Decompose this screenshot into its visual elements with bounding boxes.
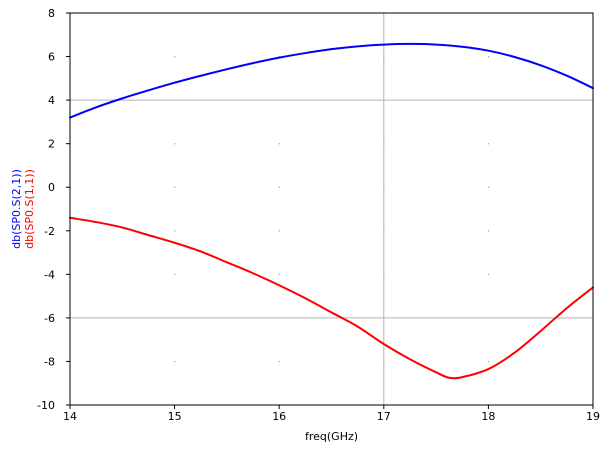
grid-dot [383, 56, 385, 58]
grid-dot [487, 186, 490, 188]
x-tick-label: 18 [481, 410, 495, 423]
series-line-1 [69, 42, 594, 119]
grid-dot [278, 143, 280, 145]
x-tick-label: 17 [377, 410, 391, 423]
grid-dot [278, 273, 280, 276]
grid-dot [487, 56, 490, 58]
y-tick-label: 6 [48, 51, 55, 64]
grid-dot [383, 230, 385, 232]
grid-dot [174, 360, 176, 363]
grid-dot [487, 230, 490, 232]
grid-dot [174, 273, 176, 276]
y-tick-label: 4 [48, 94, 55, 107]
x-tick-label: 14 [63, 410, 77, 423]
grid-dot [174, 230, 176, 232]
y-tick-label: -4 [44, 268, 55, 281]
x-tick-label: 19 [586, 410, 600, 423]
grid-dot [174, 143, 176, 145]
x-tick-label: 16 [272, 410, 286, 423]
y-tick-label: -2 [44, 225, 55, 238]
y-tick-label: -8 [44, 355, 55, 368]
plot-area [70, 13, 593, 405]
y-tick-label: 8 [48, 7, 55, 20]
grid-dot [174, 186, 176, 188]
y-tick-label: 2 [48, 138, 55, 151]
grid-dot [487, 273, 490, 276]
grid-dot [278, 186, 280, 188]
y-axis-label-1: db(SP0.S(2,1)) [10, 169, 23, 249]
y-tick-label: 0 [48, 181, 55, 194]
grid-dot [383, 186, 385, 188]
y-axis-title: db(SP0.S(2,1))db(SP0.S(1,1)) [10, 169, 36, 249]
series-line-2 [69, 216, 594, 380]
y-axis-label-2: db(SP0.S(1,1)) [23, 169, 36, 249]
grid-dot [278, 230, 280, 232]
grid-dot [487, 360, 490, 363]
y-tick-label: -10 [37, 399, 55, 412]
grid-dot [383, 143, 385, 145]
grid-dot [383, 360, 385, 363]
x-tick-label: 15 [168, 410, 182, 423]
grid-dot [487, 143, 490, 145]
y-tick-label: -6 [44, 312, 55, 325]
grid-dot [278, 360, 280, 363]
grid-dot [174, 56, 176, 58]
plot-frame [69, 12, 594, 406]
grid-dot [383, 273, 385, 276]
x-axis-title: freq(GHz) [305, 430, 358, 443]
